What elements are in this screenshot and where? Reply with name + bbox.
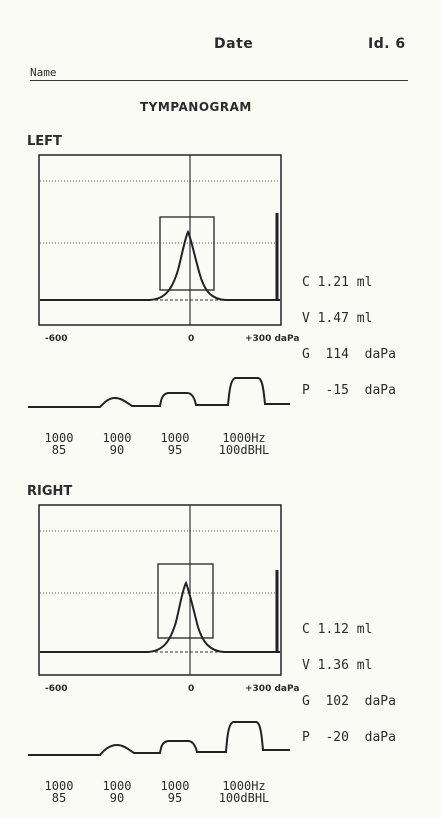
left-tympanogram-curve [40,229,280,301]
left-readout-p: P -15 daPa [302,383,396,398]
left-readout: C 1.21 ml V 1.47 ml G 114 daPa P -15 daP… [302,253,396,409]
left-readout-g: G 114 daPa [302,347,396,362]
right-peak-box [157,563,214,639]
name-line [30,80,408,81]
right-reflex-curve [28,721,290,756]
left-axis-max: +300 daPa [245,334,300,344]
left-reflex-col-1: 1000 85 [44,431,74,457]
right-tympanogram-curve [40,580,280,653]
right-readout-v: V 1.36 ml [302,658,373,673]
date-label: Date [214,36,254,52]
right-plot-frame [38,504,282,676]
right-axis-min: -600 [45,684,68,694]
left-axis-min: -600 [45,334,68,344]
right-reflex-col-2: 1000 90 [102,779,132,805]
right-reflex-col-3: 1000 95 [160,779,190,805]
left-reflex-col-2: 1000 90 [102,431,132,457]
left-reflex-curve [28,377,290,408]
right-label: RIGHT [27,484,73,499]
left-readout-v: V 1.47 ml [302,311,373,326]
right-reflex-col-4: 1000Hz 100dBHL [218,779,270,805]
left-reflex-col-3: 1000 95 [160,431,190,457]
left-label: LEFT [27,134,62,149]
right-readout-c: C 1.12 ml [302,622,373,637]
right-readout-g: G 102 daPa [302,694,396,709]
right-axis-zero: 0 [188,684,195,694]
page-title: TYMPANOGRAM [140,100,252,114]
right-readout-p: P -20 daPa [302,730,396,745]
name-label: Name [30,66,57,79]
left-plot-frame [38,154,282,326]
right-readout: C 1.12 ml V 1.36 ml G 102 daPa P -20 daP… [302,600,396,756]
right-reflex-col-1: 1000 85 [44,779,74,805]
id-label: Id. 6 [368,36,406,52]
left-readout-c: C 1.21 ml [302,275,373,290]
left-axis-zero: 0 [188,334,195,344]
left-reflex-col-4: 1000Hz 100dBHL [218,431,270,457]
left-peak-box [159,216,215,291]
right-axis-max: +300 daPa [245,684,300,694]
